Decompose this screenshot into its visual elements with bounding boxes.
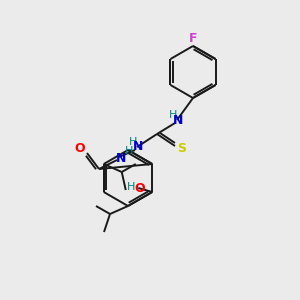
- Text: H: H: [169, 110, 177, 120]
- Text: H: H: [127, 182, 135, 192]
- Text: N: N: [133, 140, 143, 154]
- Text: H: H: [129, 137, 137, 147]
- Text: H: H: [125, 146, 133, 156]
- Text: N: N: [173, 113, 183, 127]
- Text: S: S: [178, 142, 187, 155]
- Text: O: O: [75, 142, 85, 154]
- Text: N: N: [116, 152, 126, 166]
- Text: O: O: [134, 182, 145, 194]
- Text: F: F: [189, 32, 197, 44]
